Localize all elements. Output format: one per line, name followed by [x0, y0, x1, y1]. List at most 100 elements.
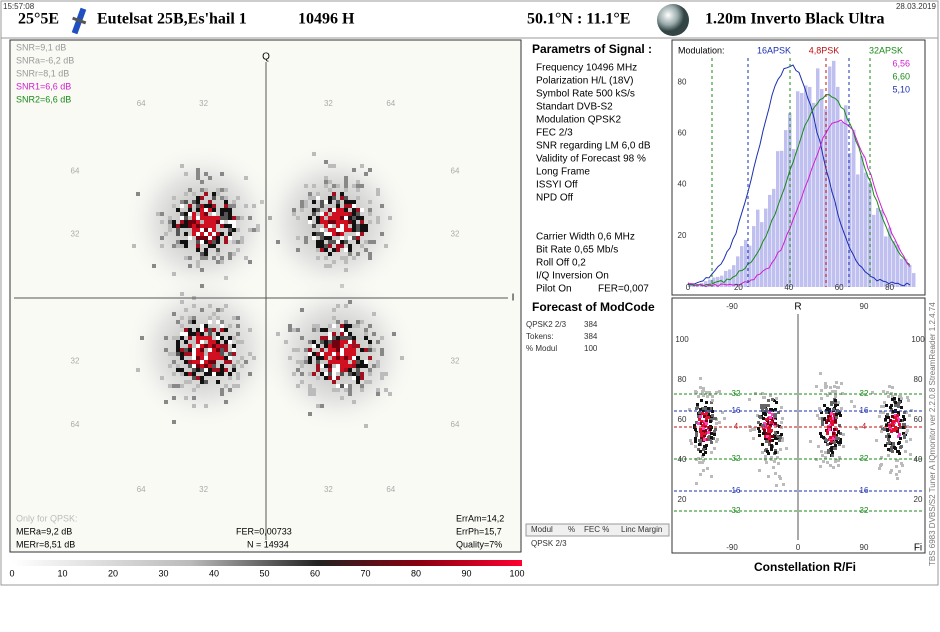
- iq-tick-label: 32: [451, 230, 460, 239]
- iq-cell: [180, 164, 184, 168]
- rfi-cell: [891, 422, 894, 425]
- iq-cell: [276, 240, 280, 244]
- iq-cell: [208, 368, 212, 372]
- i-axis-label: I: [512, 293, 515, 304]
- iq-cell: [344, 220, 348, 224]
- iq-cell: [228, 232, 232, 236]
- rfi-cell: [896, 477, 899, 480]
- iq-cell: [224, 216, 228, 220]
- x-tick-label: 40: [784, 283, 793, 292]
- iq-tick-label: 32: [324, 99, 333, 108]
- iq-cell: [228, 360, 232, 364]
- iq-cell: [180, 356, 184, 360]
- iq-cell: [340, 372, 344, 376]
- iq-cell: [324, 244, 328, 248]
- histogram-bar: [816, 68, 820, 287]
- rfi-cell: [702, 409, 705, 412]
- iq-cell: [208, 216, 212, 220]
- iq-cell: [360, 208, 364, 212]
- histogram-bar: [872, 214, 876, 287]
- rfi-cell: [766, 410, 769, 413]
- iq-cell: [204, 248, 208, 252]
- iq-cell: [216, 240, 220, 244]
- rfi-cell: [775, 397, 778, 400]
- location: 50.1°N : 11.1°E: [527, 11, 630, 28]
- iq-cell: [188, 344, 192, 348]
- iq-cell: [308, 412, 312, 416]
- iq-cell: [212, 204, 216, 208]
- rfi-cell: [767, 475, 770, 478]
- rfi-cell: [703, 415, 706, 418]
- iq-cell: [344, 176, 348, 180]
- rfi-cell: [771, 435, 774, 438]
- iq-cell: [356, 376, 360, 380]
- rfi-cell: [779, 436, 782, 439]
- iq-cell: [328, 352, 332, 356]
- rfi-cell: [774, 422, 777, 425]
- iq-cell: [172, 204, 176, 208]
- iq-cell: [196, 208, 200, 212]
- rfi-cell: [879, 411, 882, 414]
- rfi-cell: [776, 424, 779, 427]
- iq-cell: [348, 200, 352, 204]
- iq-cell: [364, 332, 368, 336]
- rfi-cell: [765, 461, 768, 464]
- rfi-cell: [899, 446, 902, 449]
- iq-cell: [192, 404, 196, 408]
- iq-cell: [340, 340, 344, 344]
- rfi-cell: [834, 444, 837, 447]
- rfi-cell: [769, 394, 772, 397]
- iq-cell: [368, 220, 372, 224]
- iq-cell: [212, 208, 216, 212]
- iq-cell: [212, 228, 216, 232]
- rfi-cell: [824, 382, 827, 385]
- iq-cell: [352, 356, 356, 360]
- iq-cell: [208, 332, 212, 336]
- rfi-cell: [765, 448, 768, 451]
- iq-cell: [180, 368, 184, 372]
- iq-cell: [316, 328, 320, 332]
- iq-cell: [344, 304, 348, 308]
- iq-cell: [232, 316, 236, 320]
- iq-cell: [340, 196, 344, 200]
- iq-cell: [232, 384, 236, 388]
- iq-cell: [188, 208, 192, 212]
- signal-param: I/Q Inversion On: [536, 271, 609, 282]
- rfi-cell: [830, 412, 833, 415]
- rfi-cell: [909, 438, 912, 441]
- rfi-cell: [780, 421, 783, 424]
- iq-cell: [332, 232, 336, 236]
- iq-cell: [216, 336, 220, 340]
- rfi-cell: [902, 423, 905, 426]
- iq-cell: [360, 164, 364, 168]
- rfi-cell: [713, 430, 716, 433]
- scale-tick-label: 30: [158, 568, 168, 578]
- iq-cell: [196, 260, 200, 264]
- iq-cell: [376, 340, 380, 344]
- iq-cell: [324, 356, 328, 360]
- iq-cell: [296, 348, 300, 352]
- rfi-cell: [774, 413, 777, 416]
- marker-label: 4,8PSK: [809, 45, 840, 55]
- iq-cell: [328, 224, 332, 228]
- iq-cell: [196, 384, 200, 388]
- rfi-cell: [904, 450, 907, 453]
- iq-cell: [316, 240, 320, 244]
- level-label: 16: [860, 406, 869, 415]
- iq-cell: [224, 236, 228, 240]
- iq-cell: [344, 224, 348, 228]
- histogram-bar: [744, 239, 748, 287]
- iq-cell: [184, 220, 188, 224]
- iq-cell: [340, 208, 344, 212]
- rfi-cell: [875, 439, 878, 442]
- iq-cell: [200, 356, 204, 360]
- iq-cell: [236, 228, 240, 232]
- iq-cell: [300, 208, 304, 212]
- iq-cell: [232, 344, 236, 348]
- iq-cell: [324, 372, 328, 376]
- iq-cell: [328, 220, 332, 224]
- iq-cell: [348, 324, 352, 328]
- iq-cell: [312, 388, 316, 392]
- iq-cell: [216, 252, 220, 256]
